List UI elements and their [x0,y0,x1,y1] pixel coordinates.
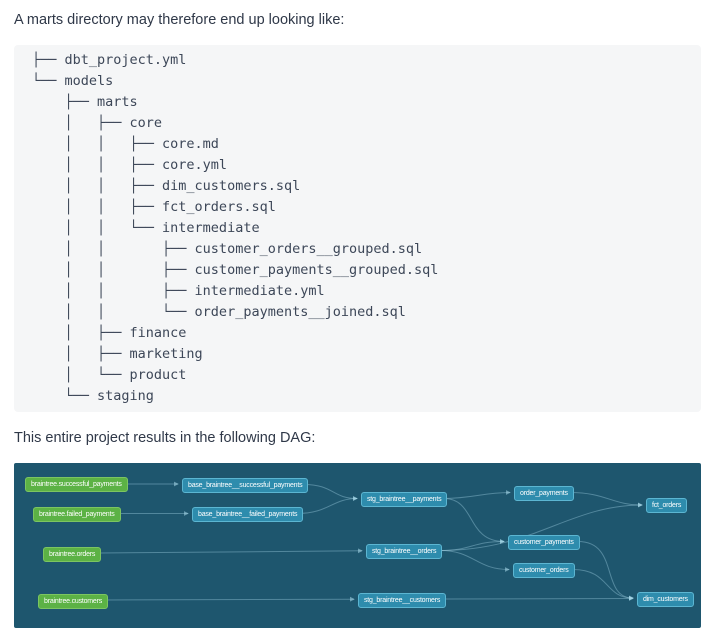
dag-node-braintree-failed-payments[interactable]: braintree.failed_payments [33,507,121,522]
dag-edges-layer [99,481,643,602]
directory-tree-code-block: ├── dbt_project.yml └── models ├── marts… [14,45,701,412]
dag-graph-image: braintree.successful_payments braintree.f… [14,463,701,628]
dag-edge-braintree-orders-to-stg-braintree-orders [99,548,363,554]
dag-node-customer-payments[interactable]: customer_payments [508,535,580,550]
dag-edge-stg-braintree-payments-to-order-payments [443,490,511,499]
dag-edge-base-braintree-successful-payments-to-stg-braintree-payments [303,484,358,501]
dag-intro-text: This entire project results in the follo… [14,430,316,446]
dag-edge-stg-braintree-orders-to-customer-payments [439,539,505,551]
dag-node-customer-orders[interactable]: customer_orders [513,563,575,578]
dag-node-stg-braintree-orders[interactable]: stg_braintree__orders [366,544,443,559]
dag-node-braintree-orders[interactable]: braintree.orders [43,547,102,562]
dag-edge-stg-braintree-payments-to-customer-payments [443,498,505,544]
dag-edge-stg-braintree-orders-to-customer-orders [439,550,510,572]
marts-directory-intro-text: A marts directory may therefore end up l… [14,12,345,28]
dag-node-braintree-successful-payments[interactable]: braintree.successful_payments [25,477,128,492]
dag-edge-order-payments-to-fct-orders [569,492,643,508]
dag-edge-customer-orders-to-dim-customers [572,569,634,601]
dag-node-braintree-customers[interactable]: braintree.customers [38,594,109,609]
dag-node-dim-customers[interactable]: dim_customers [637,592,694,607]
dag-edge-stg-braintree-customers-to-dim-customers [444,596,634,602]
dag-edge-braintree-customers-to-stg-braintree-customers [103,596,355,602]
dag-edge-base-braintree-failed-payments-to-stg-braintree-payments [296,496,358,514]
dag-node-stg-braintree-payments[interactable]: stg_braintree__payments [361,492,448,507]
dag-node-fct-orders[interactable]: fct_orders [646,498,688,513]
dag-node-base-braintree-successful-payments[interactable]: base_braintree__successful_payments [182,478,309,493]
dag-node-order-payments[interactable]: order_payments [514,486,574,501]
dag-edge-stg-braintree-orders-to-fct-orders [439,502,643,551]
dag-node-stg-braintree-customers[interactable]: stg_braintree__customers [358,593,447,608]
dag-edge-customer-payments-to-dim-customers [577,541,634,601]
dag-node-base-braintree-failed-payments[interactable]: base_braintree__failed_payments [192,507,304,522]
